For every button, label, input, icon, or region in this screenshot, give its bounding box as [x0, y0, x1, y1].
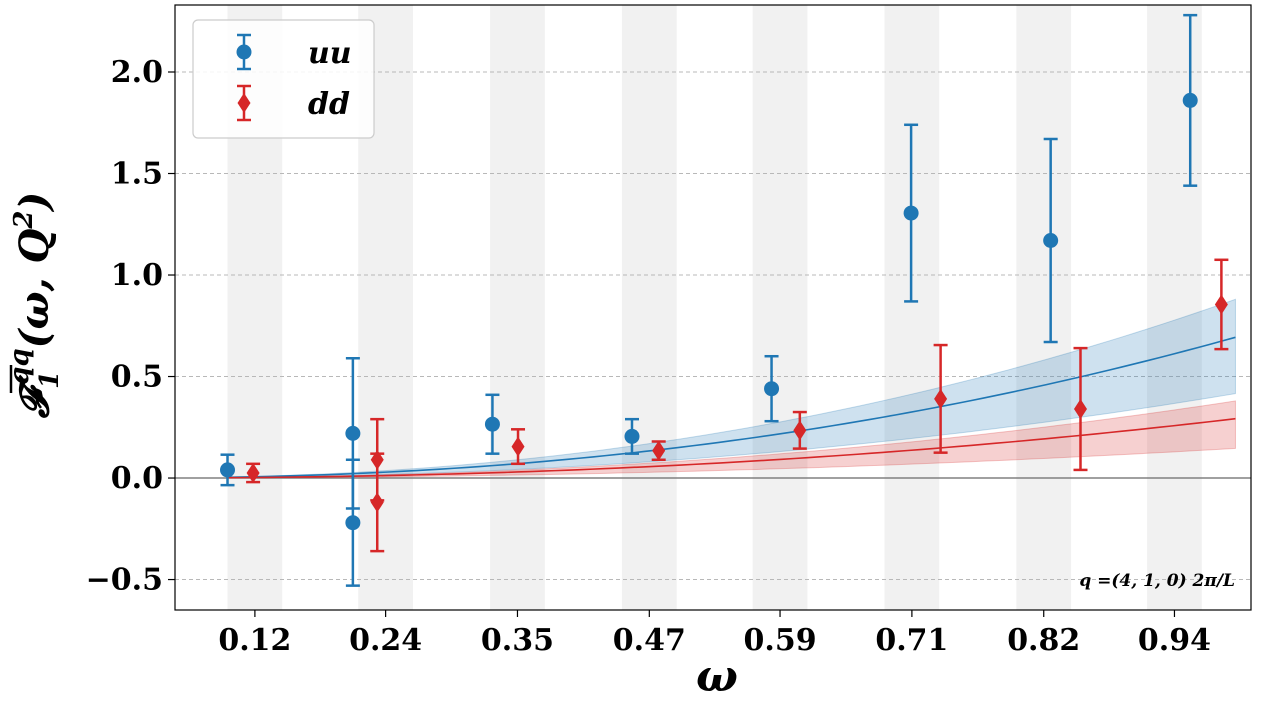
point-uu-3 [484, 416, 500, 432]
point-uu-1 [345, 425, 361, 441]
legend-item-dd: dd [237, 84, 350, 122]
y-axis-title-args-close: ) [11, 192, 58, 213]
x-tick-label-0: 0.12 [218, 623, 291, 658]
point-dd-7 [1073, 399, 1087, 420]
legend: uu dd [192, 19, 375, 139]
fit-line-uu [227, 336, 1236, 479]
fit-band-dd [227, 400, 1236, 479]
y-axis-title-sup: qq [5, 348, 35, 384]
bg-band-4 [752, 5, 808, 610]
fit-bands [227, 298, 1236, 479]
legend-label-dd: dd [308, 87, 350, 122]
point-uu-2 [345, 515, 361, 531]
legend-label-uu: uu [308, 36, 352, 71]
x-tick-label-3: 0.47 [613, 623, 686, 658]
y-axis-title-args-sup: 2 [9, 211, 39, 230]
annotation-text: q =(4, 1, 0) 2π/L [1079, 571, 1235, 591]
point-dd-8 [1214, 294, 1228, 315]
series-uu [220, 13, 1198, 587]
y-tick-label-2: 0.5 [111, 360, 163, 395]
point-dd-6 [934, 388, 948, 409]
x-tick-label-7: 0.94 [1138, 623, 1211, 658]
y-axis-title: 𝓕1qq(ω, Q2) [5, 192, 65, 420]
point-dd-2 [370, 492, 384, 513]
fit-line-dd [227, 417, 1236, 479]
x-tick-label-6: 0.82 [1007, 623, 1080, 658]
legend-marker-uu [236, 33, 252, 71]
grid-lines [175, 71, 1251, 581]
y-tick-label-1: 0.0 [111, 461, 163, 496]
y-tick-label-4: 1.5 [111, 157, 163, 192]
legend-item-uu: uu [236, 33, 352, 71]
y-axis-title-args: (ω, Q [11, 229, 58, 349]
y-tick-label-5: 2.0 [111, 55, 163, 90]
x-tick-label-1: 0.24 [349, 623, 422, 658]
point-uu-5 [764, 381, 780, 397]
y-tick-label-3: 1.0 [111, 258, 163, 293]
y-axis-title-sub: 1 [35, 371, 65, 389]
data-points [220, 13, 1229, 587]
x-tick-label-2: 0.35 [481, 623, 554, 658]
fit-band-uu [227, 298, 1236, 479]
legend-point-dd [237, 93, 251, 113]
legend-marker-dd [237, 84, 251, 122]
bg-band-2 [490, 5, 545, 610]
point-uu-0 [220, 462, 236, 478]
bg-band-6 [1016, 5, 1072, 610]
y-tick-label-0: −0.5 [86, 563, 163, 598]
y-ticks: −0.5 0.0 0.5 1.0 1.5 2.0 [86, 55, 175, 598]
point-uu-7 [1043, 233, 1059, 249]
x-ticks: 0.12 0.24 0.35 0.47 0.59 0.71 0.82 0.94 [218, 610, 1211, 658]
plot-frame [174, 4, 1252, 611]
point-uu-8 [1182, 92, 1198, 108]
x-tick-label-5: 0.71 [875, 623, 948, 658]
x-tick-label-4: 0.59 [744, 623, 817, 658]
x-axis-title: ω [696, 651, 738, 702]
svg-text:𝓕1qq(ω, Q2): 𝓕1qq(ω, Q2) [5, 192, 65, 420]
point-dd-5 [793, 420, 807, 441]
point-uu-4 [624, 428, 640, 444]
point-dd-3 [511, 436, 525, 457]
bg-band-5 [884, 5, 940, 610]
point-dd-0 [246, 462, 260, 483]
point-dd-4 [652, 440, 666, 461]
bg-band-3 [621, 5, 677, 610]
point-uu-6 [903, 205, 919, 221]
series-dd [246, 258, 1229, 553]
legend-point-uu [236, 44, 252, 60]
